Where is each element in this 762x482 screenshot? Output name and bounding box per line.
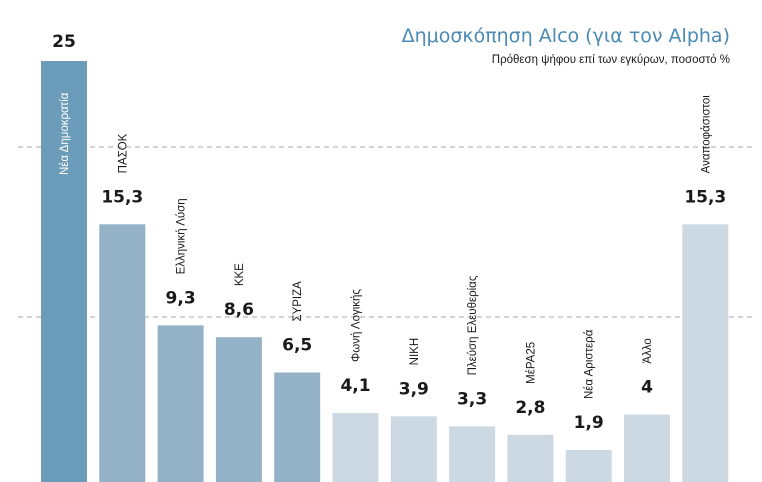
bar-9 bbox=[507, 434, 554, 482]
chart-subtitle: Πρόθεση ψήφου επί των εγκύρων, ποσοστό % bbox=[492, 54, 730, 66]
value-label-7: 3,9 bbox=[399, 379, 429, 399]
category-label-5: ΣΥΡΙΖΑ bbox=[292, 281, 304, 322]
category-label-12: Αναποφάσιστοι bbox=[700, 95, 712, 174]
category-label-8: Πλεύση Ελευθερίας bbox=[467, 275, 479, 375]
value-label-4: 8,6 bbox=[224, 300, 254, 320]
bar-7 bbox=[390, 416, 437, 482]
bars-group: 25 Νέα Δημοκρατία 15,3 ΠΑΣΟΚ 9,3 Ελληνική Λύσ… bbox=[41, 32, 729, 482]
category-label-10: Νέα Αριστερά bbox=[584, 329, 596, 399]
category-label-3: Ελληνική Λύση bbox=[176, 198, 188, 274]
value-label-9: 2,8 bbox=[515, 398, 545, 418]
bar-2 bbox=[99, 224, 146, 482]
value-label-3: 9,3 bbox=[166, 288, 196, 308]
value-label-2: 15,3 bbox=[101, 187, 143, 207]
value-label-11: 4 bbox=[641, 378, 653, 398]
category-label-11: Άλλο bbox=[642, 338, 654, 363]
value-label-8: 3,3 bbox=[457, 389, 487, 409]
value-label-12: 15,3 bbox=[684, 187, 726, 207]
bar-6 bbox=[332, 413, 379, 482]
bar-5 bbox=[274, 372, 321, 482]
value-label-6: 4,1 bbox=[340, 376, 370, 396]
category-label-7: ΝΙΚΗ bbox=[409, 338, 421, 365]
bar-3 bbox=[157, 325, 204, 482]
value-label-1: 25 bbox=[52, 32, 76, 52]
bar-4 bbox=[215, 337, 262, 482]
category-label-2: ΠΑΣΟΚ bbox=[117, 133, 129, 173]
bar-10 bbox=[565, 450, 612, 482]
bar-11 bbox=[624, 414, 670, 482]
bar-8 bbox=[449, 426, 496, 482]
value-label-5: 6,5 bbox=[282, 336, 312, 356]
value-label-10: 1,9 bbox=[574, 413, 604, 433]
category-label-1: Νέα Δημοκρατία bbox=[59, 92, 71, 175]
bar-12 bbox=[682, 224, 729, 482]
chart-title: Δημοσκόπηση Alco (για τον Alpha) bbox=[402, 25, 730, 47]
category-label-6: Φωνή Λογικής bbox=[351, 289, 363, 362]
category-label-4: ΚΚΕ bbox=[234, 263, 246, 286]
bar-1 bbox=[41, 61, 87, 482]
category-label-9: ΜέΡΑ25 bbox=[525, 342, 537, 384]
